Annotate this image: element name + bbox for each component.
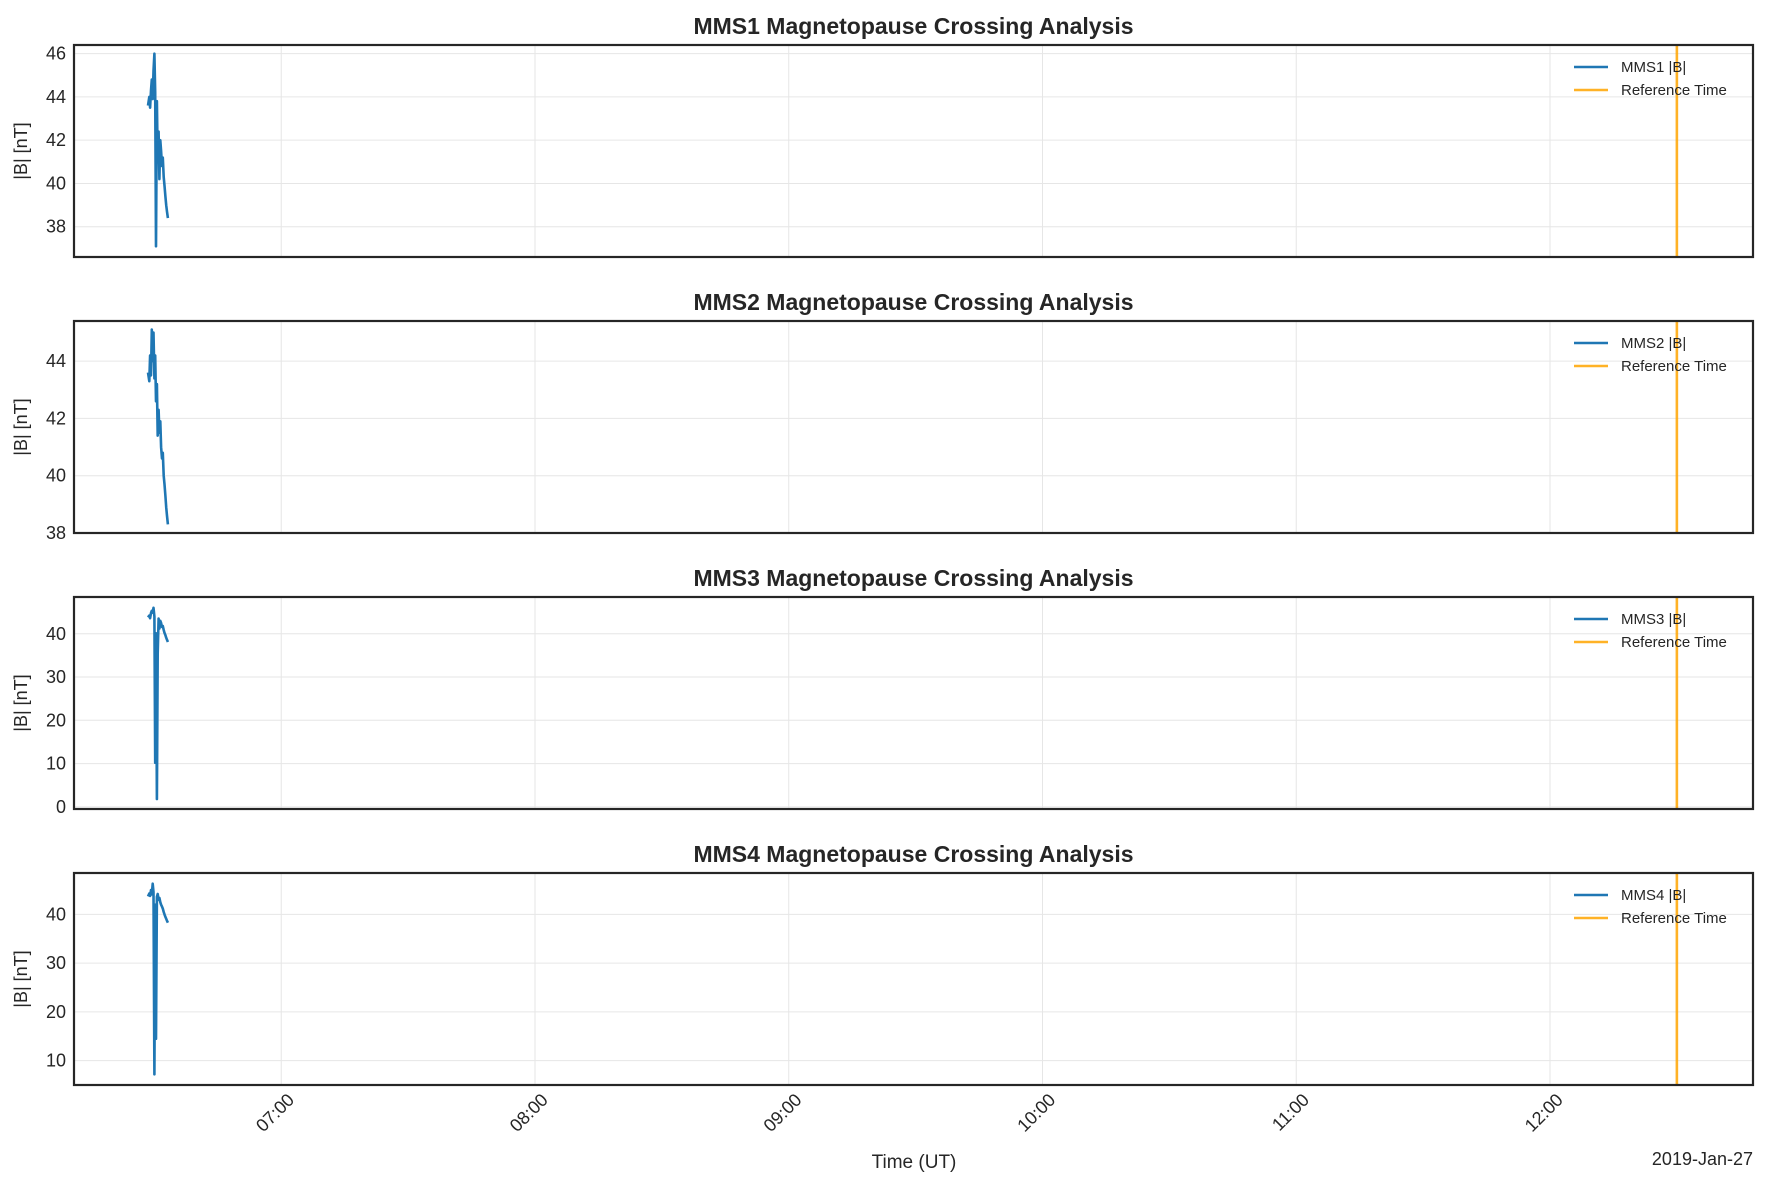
legend-entry-reference-time: Reference Time xyxy=(1621,358,1727,375)
legend-entry-mms2-b: MMS2 |B| xyxy=(1621,335,1686,352)
legend-entry-mms4-b: MMS4 |B| xyxy=(1621,887,1686,904)
mms3-y-axis-label: |B| [nT] xyxy=(11,674,31,731)
mms4-y-tick-label: 30 xyxy=(46,953,66,973)
mms4-y-tick-label: 10 xyxy=(46,1051,66,1071)
mms2-y-tick-label: 38 xyxy=(46,523,66,543)
mms4-b-series-line xyxy=(146,882,170,1076)
mms3-legend: MMS3 |B| Reference Time xyxy=(1574,611,1727,651)
panel-mms4: 10 20 30 40 MMS4 Magnetopause Crossing Analy… xyxy=(11,841,1755,1087)
mms1-title: MMS1 Magnetopause Crossing Analysis xyxy=(693,13,1133,39)
mms3-y-tick-label: 20 xyxy=(46,710,66,730)
panels: 38 40 42 44 46 MMS1 Magnetopause Crossing Ana… xyxy=(11,13,1755,1087)
mms3-axes-frame xyxy=(72,595,1755,811)
date-label: 2019-Jan-27 xyxy=(1652,1149,1753,1169)
mms1-y-axis-label: |B| [nT] xyxy=(11,122,31,179)
mms4-title: MMS4 Magnetopause Crossing Analysis xyxy=(693,841,1133,867)
mms3-title: MMS3 Magnetopause Crossing Analysis xyxy=(693,565,1133,591)
mms2-y-tick-label: 42 xyxy=(46,408,66,428)
mms3-grid xyxy=(74,597,1753,809)
mms1-y-tick-label: 38 xyxy=(46,217,66,237)
panel-mms1: 38 40 42 44 46 MMS1 Magnetopause Crossing Ana… xyxy=(11,13,1755,259)
mms4-y-tick-label: 20 xyxy=(46,1002,66,1022)
legend-entry-reference-time: Reference Time xyxy=(1621,910,1727,927)
mms1-axes-frame xyxy=(72,43,1755,259)
mms2-axes-frame xyxy=(72,319,1755,535)
mms4-legend: MMS4 |B| Reference Time xyxy=(1574,887,1727,927)
mms2-title: MMS2 Magnetopause Crossing Analysis xyxy=(693,289,1133,315)
mms2-y-tick-label: 40 xyxy=(46,466,66,486)
mms3-y-tick-label: 10 xyxy=(46,754,66,774)
mms4-y-tick-label: 40 xyxy=(46,904,66,924)
legend-entry-mms3-b: MMS3 |B| xyxy=(1621,611,1686,628)
mms2-y-axis-label: |B| [nT] xyxy=(11,398,31,455)
mms4-axes-frame xyxy=(72,871,1755,1087)
mms2-y-tick-label: 44 xyxy=(46,351,66,371)
legend-entry-reference-time: Reference Time xyxy=(1621,82,1727,99)
mms2-legend: MMS2 |B| Reference Time xyxy=(1574,335,1727,375)
mms2-b-series-line xyxy=(146,328,170,525)
mms1-y-tick-label: 40 xyxy=(46,173,66,193)
x-axis-label: Time (UT) xyxy=(872,1152,957,1173)
panel-mms3: 0 10 20 30 40 MMS3 Magnetopause Crossing Anal… xyxy=(11,565,1755,817)
mms1-y-tick-label: 42 xyxy=(46,130,66,150)
panel-mms2: 38 40 42 44 MMS2 Magnetopause Crossing Analy… xyxy=(11,289,1755,543)
mms3-b-series-line xyxy=(146,606,170,801)
mms3-y-tick-label: 30 xyxy=(46,667,66,687)
mms1-grid xyxy=(74,45,1753,257)
mms1-legend: MMS1 |B| Reference Time xyxy=(1574,59,1727,99)
mms3-y-tick-label: 0 xyxy=(56,797,66,817)
mms1-b-series-line xyxy=(146,52,170,248)
mms3-y-tick-label: 40 xyxy=(46,624,66,644)
mms4-y-axis-label: |B| [nT] xyxy=(11,950,31,1007)
legend-entry-reference-time: Reference Time xyxy=(1621,634,1727,651)
mms1-y-tick-label: 46 xyxy=(46,44,66,64)
mms1-y-tick-label: 44 xyxy=(46,87,66,107)
legend-entry-mms1-b: MMS1 |B| xyxy=(1621,59,1686,76)
mms4-grid xyxy=(74,873,1753,1085)
